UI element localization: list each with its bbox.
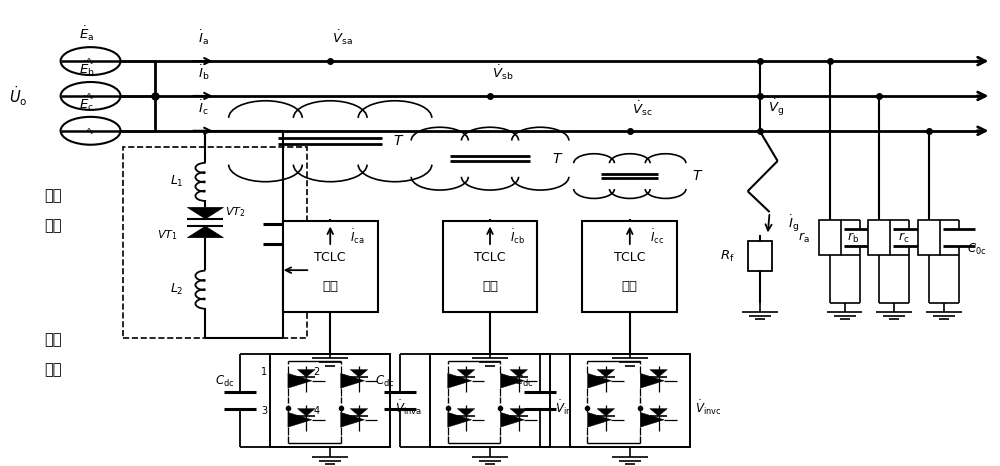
Text: $\dot{E}_{\rm b}$: $\dot{E}_{\rm b}$	[79, 60, 95, 78]
Text: ∿: ∿	[86, 91, 95, 101]
Bar	[123, 147, 307, 337]
Text: $\dot{I}_{\rm ca}$: $\dot{I}_{\rm ca}$	[350, 227, 365, 246]
Bar	[748, 241, 772, 271]
Text: 3: 3	[261, 406, 267, 416]
Text: 无源: 无源	[44, 188, 61, 203]
Text: $VT_2$: $VT_2$	[225, 205, 246, 219]
Polygon shape	[650, 370, 667, 377]
Text: $\dot{V}_{\rm sc}$: $\dot{V}_{\rm sc}$	[632, 99, 652, 118]
Bar	[270, 354, 390, 447]
Text: 2: 2	[314, 367, 320, 377]
Text: $T$: $T$	[552, 151, 564, 165]
Polygon shape	[500, 373, 524, 388]
Polygon shape	[187, 207, 223, 219]
Text: 模块: 模块	[622, 280, 638, 293]
Polygon shape	[350, 370, 368, 377]
Bar	[582, 221, 677, 312]
Bar	[430, 354, 550, 447]
Text: $\dot{I}_{\rm cb}$: $\dot{I}_{\rm cb}$	[510, 227, 525, 246]
Text: $R_{\rm f}$: $R_{\rm f}$	[720, 249, 735, 264]
Text: $C_1$: $C_1$	[307, 226, 323, 242]
Text: $r_{\rm c}$: $r_{\rm c}$	[898, 231, 909, 245]
Polygon shape	[650, 409, 667, 416]
Polygon shape	[457, 409, 475, 416]
Text: $T$: $T$	[692, 169, 704, 183]
Polygon shape	[297, 370, 315, 377]
Text: 模块: 模块	[482, 280, 498, 293]
Polygon shape	[448, 412, 472, 427]
Text: $\dot{V}_{\rm sa}$: $\dot{V}_{\rm sa}$	[332, 28, 353, 47]
Text: $\dot{V}_{\rm sb}$: $\dot{V}_{\rm sb}$	[492, 63, 513, 82]
Polygon shape	[187, 226, 223, 238]
Text: $C_{\rm dc}$: $C_{\rm dc}$	[215, 374, 234, 389]
Text: $\dot{I}_{\rm b}$: $\dot{I}_{\rm b}$	[198, 63, 209, 82]
Text: $\dot{I}_{\rm c}$: $\dot{I}_{\rm c}$	[198, 98, 209, 117]
Polygon shape	[341, 412, 365, 427]
Text: $L_2$: $L_2$	[170, 282, 183, 297]
Text: $r_{\rm a}$: $r_{\rm a}$	[798, 231, 810, 245]
Bar	[819, 220, 841, 255]
Text: TCLC: TCLC	[474, 251, 506, 264]
Text: $L_1$: $L_1$	[170, 174, 183, 190]
Polygon shape	[297, 409, 315, 416]
Text: $\dot{V}_{\rm invc}$: $\dot{V}_{\rm invc}$	[695, 398, 721, 417]
Text: $C_{\rm dc}$: $C_{\rm dc}$	[375, 374, 394, 389]
Polygon shape	[457, 370, 475, 377]
Text: $C_{\rm 0b}$: $C_{\rm 0b}$	[917, 242, 938, 257]
Polygon shape	[640, 412, 664, 427]
Polygon shape	[288, 373, 312, 388]
Text: 有源: 有源	[44, 332, 61, 347]
Text: $C_{\rm dc}$: $C_{\rm dc}$	[514, 374, 534, 389]
Text: $\dot{I}_{\rm g}$: $\dot{I}_{\rm g}$	[788, 213, 799, 234]
Polygon shape	[448, 373, 472, 388]
Text: $\dot{U}_{\rm o}$: $\dot{U}_{\rm o}$	[9, 84, 28, 108]
Text: $\dot{I}_{\rm cc}$: $\dot{I}_{\rm cc}$	[650, 227, 664, 246]
Bar	[570, 354, 690, 447]
Polygon shape	[587, 412, 611, 427]
Text: $\dot{I}_{\rm a}$: $\dot{I}_{\rm a}$	[198, 28, 209, 47]
Text: $\dot{V}_{\rm g}$: $\dot{V}_{\rm g}$	[768, 97, 784, 118]
Text: $r_{\rm b}$: $r_{\rm b}$	[847, 231, 860, 245]
Polygon shape	[288, 412, 312, 427]
Text: TCLC: TCLC	[314, 251, 346, 264]
Text: 部分: 部分	[44, 363, 61, 377]
Bar	[918, 220, 940, 255]
Text: $T$: $T$	[393, 134, 404, 148]
Text: $C_{\rm 0a}$: $C_{\rm 0a}$	[867, 242, 887, 257]
Text: TCLC: TCLC	[614, 251, 646, 264]
Bar	[868, 220, 890, 255]
Text: $\dot{E}_{\rm c}$: $\dot{E}_{\rm c}$	[79, 95, 94, 113]
Text: 模块: 模块	[322, 280, 338, 293]
Polygon shape	[597, 409, 615, 416]
Text: ∿: ∿	[86, 126, 95, 136]
Polygon shape	[640, 373, 664, 388]
Text: $C_{\rm 0c}$: $C_{\rm 0c}$	[967, 242, 987, 257]
Bar	[283, 221, 378, 312]
Polygon shape	[350, 409, 368, 416]
Text: ∿: ∿	[86, 56, 95, 66]
Text: $\dot{E}_{\rm a}$: $\dot{E}_{\rm a}$	[79, 25, 94, 43]
Text: $\dot{V}_{\rm invb}$: $\dot{V}_{\rm invb}$	[555, 398, 582, 417]
Text: 部分: 部分	[44, 219, 61, 233]
Polygon shape	[587, 373, 611, 388]
Text: $VT_1$: $VT_1$	[157, 228, 177, 242]
Polygon shape	[341, 373, 365, 388]
Bar	[443, 221, 537, 312]
Text: 4: 4	[314, 406, 320, 416]
Text: $\dot{V}_{\rm inva}$: $\dot{V}_{\rm inva}$	[395, 398, 422, 417]
Polygon shape	[500, 412, 524, 427]
Polygon shape	[597, 370, 615, 377]
Polygon shape	[510, 370, 528, 377]
Text: 1: 1	[261, 367, 267, 377]
Polygon shape	[510, 409, 528, 416]
